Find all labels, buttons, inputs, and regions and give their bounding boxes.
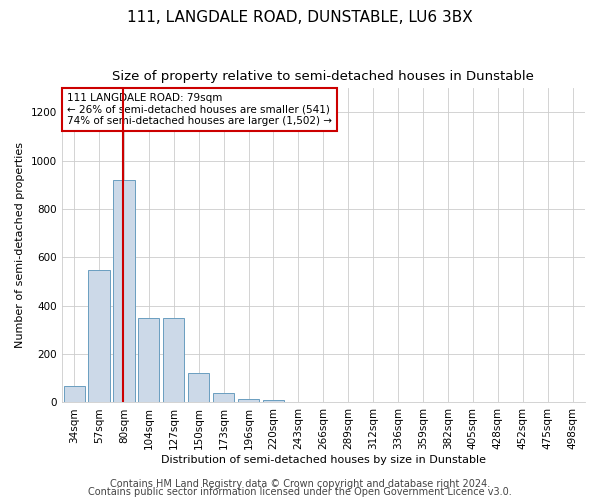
X-axis label: Distribution of semi-detached houses by size in Dunstable: Distribution of semi-detached houses by …: [161, 455, 486, 465]
Text: Contains public sector information licensed under the Open Government Licence v3: Contains public sector information licen…: [88, 487, 512, 497]
Bar: [64, 386, 85, 402]
Bar: [263, 400, 284, 402]
Bar: [88, 270, 110, 402]
Bar: [188, 374, 209, 402]
Bar: [138, 318, 160, 402]
Text: Contains HM Land Registry data © Crown copyright and database right 2024.: Contains HM Land Registry data © Crown c…: [110, 479, 490, 489]
Text: 111, LANGDALE ROAD, DUNSTABLE, LU6 3BX: 111, LANGDALE ROAD, DUNSTABLE, LU6 3BX: [127, 10, 473, 25]
Title: Size of property relative to semi-detached houses in Dunstable: Size of property relative to semi-detach…: [112, 70, 534, 83]
Y-axis label: Number of semi-detached properties: Number of semi-detached properties: [15, 142, 25, 348]
Text: 111 LANGDALE ROAD: 79sqm
← 26% of semi-detached houses are smaller (541)
74% of : 111 LANGDALE ROAD: 79sqm ← 26% of semi-d…: [67, 93, 332, 126]
Bar: [163, 318, 184, 402]
Bar: [113, 180, 134, 402]
Bar: [238, 399, 259, 402]
Bar: [213, 393, 234, 402]
